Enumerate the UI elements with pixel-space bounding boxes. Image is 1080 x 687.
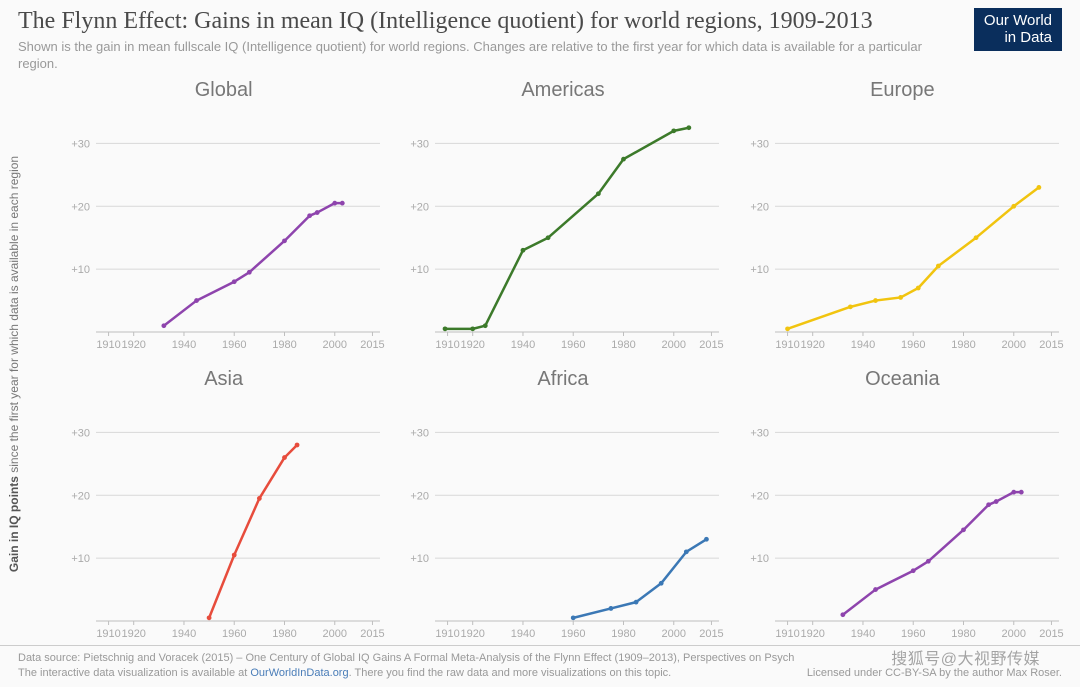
- panel-africa: Africa +10 +20 +30 19101920 1940 1960 1980 2000 2…: [397, 368, 728, 649]
- page-title: The Flynn Effect: Gains in mean IQ (Inte…: [18, 8, 964, 36]
- svg-text:+30: +30: [750, 427, 769, 439]
- svg-text:2015: 2015: [700, 339, 724, 351]
- svg-text:2015: 2015: [700, 628, 724, 640]
- svg-text:1980: 1980: [612, 628, 636, 640]
- svg-text:1910: 1910: [436, 339, 460, 351]
- svg-text:+20: +20: [750, 201, 769, 213]
- panel-title-global: Global: [58, 79, 389, 102]
- svg-text:1980: 1980: [272, 628, 296, 640]
- svg-text:2000: 2000: [1001, 339, 1025, 351]
- svg-text:2000: 2000: [1001, 628, 1025, 640]
- panel-title-europe: Europe: [737, 79, 1068, 102]
- svg-text:1960: 1960: [222, 339, 246, 351]
- series-global: [164, 203, 342, 326]
- svg-text:1940: 1940: [850, 339, 874, 351]
- svg-text:+10: +10: [71, 553, 90, 565]
- logo-line2: in Data: [984, 30, 1052, 47]
- svg-text:+20: +20: [411, 201, 430, 213]
- svg-text:1910: 1910: [96, 628, 120, 640]
- svg-text:1960: 1960: [901, 339, 925, 351]
- panel-europe: Europe +10 +20 +30 19101920 1940 1960 1980 2000 2…: [737, 79, 1068, 360]
- svg-text:2015: 2015: [360, 628, 384, 640]
- svg-text:1960: 1960: [561, 339, 585, 351]
- svg-text:1960: 1960: [561, 628, 585, 640]
- logo-line1: Our World: [984, 13, 1052, 30]
- header: The Flynn Effect: Gains in mean IQ (Inte…: [0, 0, 1080, 79]
- svg-text:1940: 1940: [172, 628, 196, 640]
- owid-logo: Our World in Data: [974, 8, 1062, 51]
- svg-text:1980: 1980: [272, 339, 296, 351]
- y-axis-label: Gain in IQ points since the first year f…: [7, 84, 21, 644]
- svg-text:1920: 1920: [800, 339, 824, 351]
- owid-link[interactable]: OurWorldInData.org: [250, 667, 348, 679]
- svg-text:+30: +30: [750, 138, 769, 150]
- svg-text:1960: 1960: [222, 628, 246, 640]
- chart-africa: +10 +20 +30 19101920 1940 1960 1980 2000 2015: [397, 393, 727, 649]
- svg-text:1920: 1920: [800, 628, 824, 640]
- svg-text:1940: 1940: [511, 339, 535, 351]
- panel-grid: Global+10+20+301910192019401960198020002…: [58, 79, 1068, 649]
- svg-text:+20: +20: [750, 490, 769, 502]
- svg-text:1920: 1920: [461, 628, 485, 640]
- series-europe: [787, 187, 1038, 328]
- series-americas: [445, 127, 689, 328]
- panel-title-africa: Africa: [397, 368, 728, 391]
- svg-text:1920: 1920: [461, 339, 485, 351]
- svg-text:+30: +30: [71, 138, 90, 150]
- chart-oceania: +10 +20 +30 19101920 1940 1960 1980 2000 2015: [737, 393, 1067, 649]
- svg-text:1920: 1920: [121, 628, 145, 640]
- footer-license: Licensed under CC-BY-SA by the author Ma…: [807, 666, 1062, 681]
- svg-text:1940: 1940: [850, 628, 874, 640]
- svg-text:1920: 1920: [121, 339, 145, 351]
- svg-text:1940: 1940: [172, 339, 196, 351]
- svg-text:+10: +10: [71, 264, 90, 276]
- panel-americas: Americas +10 +20 +30 19101920 1940 1960 1980 200…: [397, 79, 728, 360]
- svg-text:+10: +10: [411, 264, 430, 276]
- svg-text:1980: 1980: [612, 339, 636, 351]
- svg-text:2015: 2015: [1039, 339, 1063, 351]
- svg-text:+30: +30: [71, 427, 90, 439]
- svg-text:1960: 1960: [901, 628, 925, 640]
- svg-text:1910: 1910: [775, 628, 799, 640]
- panel-global: Global +10 +20 +30 19101920 1940 1960 1980 2000 2…: [58, 79, 389, 360]
- svg-text:2000: 2000: [323, 628, 347, 640]
- footer: Data source: Pietschnig and Voracek (201…: [0, 645, 1080, 687]
- page-subtitle: Shown is the gain in mean fullscale IQ (…: [18, 38, 964, 73]
- chart-europe: +10 +20 +30 19101920 1940 1960 1980 2000 2015: [737, 104, 1067, 360]
- panel-title-americas: Americas: [397, 79, 728, 102]
- chart-area: Gain in IQ points since the first year f…: [0, 79, 1080, 649]
- panel-title-asia: Asia: [58, 368, 389, 391]
- svg-text:2000: 2000: [662, 628, 686, 640]
- chart-americas: +10 +20 +30 19101920 1940 1960 1980 2000 2015: [397, 104, 727, 360]
- footer-interactive: The interactive data visualization is av…: [18, 666, 671, 681]
- svg-text:1980: 1980: [951, 628, 975, 640]
- svg-text:2000: 2000: [323, 339, 347, 351]
- svg-text:+30: +30: [411, 138, 430, 150]
- panel-title-oceania: Oceania: [737, 368, 1068, 391]
- series-asia: [209, 445, 297, 618]
- svg-text:+10: +10: [750, 553, 769, 565]
- svg-text:2000: 2000: [662, 339, 686, 351]
- header-text: The Flynn Effect: Gains in mean IQ (Inte…: [18, 8, 974, 73]
- svg-text:1910: 1910: [96, 339, 120, 351]
- svg-text:+10: +10: [750, 264, 769, 276]
- svg-text:+20: +20: [71, 490, 90, 502]
- panel-oceania: Oceania +10 +20 +30 19101920 1940 1960 1980 2000…: [737, 368, 1068, 649]
- svg-text:1940: 1940: [511, 628, 535, 640]
- svg-text:+10: +10: [411, 553, 430, 565]
- svg-text:2015: 2015: [1039, 628, 1063, 640]
- svg-text:2015: 2015: [360, 339, 384, 351]
- svg-text:1980: 1980: [951, 339, 975, 351]
- svg-text:+20: +20: [411, 490, 430, 502]
- svg-text:+20: +20: [71, 201, 90, 213]
- chart-asia: +10 +20 +30 19101920 1940 1960 1980 2000 2015: [58, 393, 388, 649]
- svg-text:1910: 1910: [436, 628, 460, 640]
- panel-asia: Asia +10 +20 +30 19101920 1940 1960 1980 2000 201…: [58, 368, 389, 649]
- svg-text:+30: +30: [411, 427, 430, 439]
- footer-source: Data source: Pietschnig and Voracek (201…: [18, 651, 1062, 666]
- svg-text:1910: 1910: [775, 339, 799, 351]
- chart-global: +10 +20 +30 19101920 1940 1960 1980 2000 2015: [58, 104, 388, 360]
- series-oceania: [843, 492, 1021, 615]
